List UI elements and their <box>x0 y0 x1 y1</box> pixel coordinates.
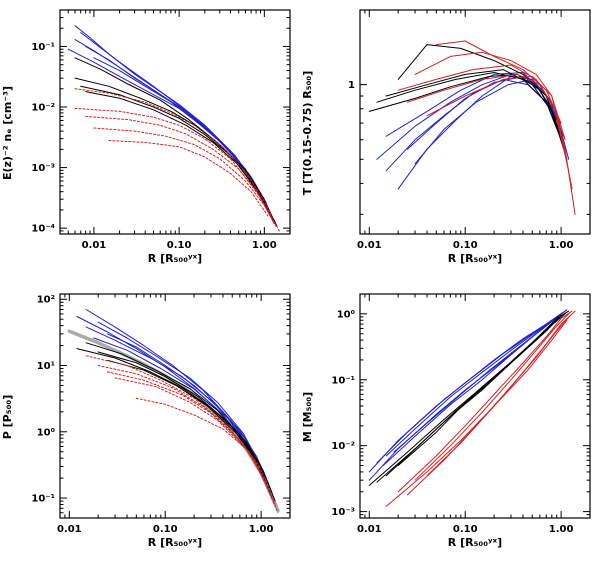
svg-text:10²: 10² <box>37 295 55 306</box>
density-x-axis-label: R [R₅₀₀ʸˣ] <box>147 252 203 265</box>
svg-text:0.10: 0.10 <box>453 240 478 251</box>
svg-text:0.01: 0.01 <box>357 240 382 251</box>
svg-text:0.10: 0.10 <box>167 240 192 251</box>
mass-y-axis-label: M [M₅₀₀] <box>301 391 314 443</box>
temperature-plot: 0.01 0.10 1.00 1 <box>348 9 591 251</box>
svg-text:10⁻³: 10⁻³ <box>31 163 55 174</box>
svg-text:0.01: 0.01 <box>57 524 82 535</box>
temperature-y-axis-label: T [T(0.15-0.75) R₅₀₀] <box>301 70 314 196</box>
svg-text:10⁻²: 10⁻² <box>31 103 55 114</box>
density-y-axis-label: E(z)⁻² nₑ [cm⁻³] <box>1 86 14 181</box>
pressure-plot: 0.01 0.10 1.00 10⁻¹ 10⁰ 10¹ 10² <box>31 293 291 535</box>
density-plot: 0.01 0.10 1.00 10⁻⁴ 10⁻³ 10⁻² 10⁻¹ <box>31 9 291 251</box>
svg-text:0.10: 0.10 <box>153 524 178 535</box>
svg-text:10⁰: 10⁰ <box>37 427 55 438</box>
svg-text:10⁻⁴: 10⁻⁴ <box>31 224 55 235</box>
svg-text:10⁻²: 10⁻² <box>331 441 355 452</box>
svg-text:10⁻¹: 10⁻¹ <box>31 42 55 53</box>
svg-text:1: 1 <box>348 80 355 91</box>
temperature-x-axis-label: R [R₅₀₀ʸˣ] <box>447 252 503 265</box>
svg-text:10¹: 10¹ <box>37 361 55 372</box>
panel-temperature: T [T(0.15-0.75) R₅₀₀] 0.01 0.10 1.00 1 R [R… <box>300 0 600 284</box>
panel-pressure: P [P₅₀₀] 0.01 0.10 1.00 10⁻¹ 10⁰ 10¹ 10² R [R₅… <box>0 284 300 568</box>
svg-text:0.01: 0.01 <box>82 240 107 251</box>
mass-x-axis-label: R [R₅₀₀ʸˣ] <box>447 536 503 549</box>
pressure-y-axis-label: P [P₅₀₀] <box>1 394 14 440</box>
svg-text:1.00: 1.00 <box>252 240 277 251</box>
panel-mass: M [M₅₀₀] 0.01 0.10 1.00 10⁻³ 10⁻² 10⁻¹ 10⁰ R [… <box>300 284 600 568</box>
svg-text:10⁻¹: 10⁻¹ <box>31 494 55 505</box>
mass-plot: 0.01 0.10 1.00 10⁻³ 10⁻² 10⁻¹ 10⁰ <box>331 293 591 535</box>
pressure-x-axis-label: R [R₅₀₀ʸˣ] <box>147 536 203 549</box>
svg-text:10⁰: 10⁰ <box>337 309 355 320</box>
svg-text:1.00: 1.00 <box>249 524 274 535</box>
panel-density: E(z)⁻² nₑ [cm⁻³] 0.01 0.10 1.00 10⁻⁴ 10⁻³ 10⁻… <box>0 0 300 284</box>
svg-text:0.01: 0.01 <box>357 524 382 535</box>
svg-text:1.00: 1.00 <box>549 240 574 251</box>
svg-text:10⁻³: 10⁻³ <box>331 507 355 518</box>
svg-text:10⁻¹: 10⁻¹ <box>331 375 355 386</box>
svg-text:1.00: 1.00 <box>549 524 574 535</box>
svg-text:0.10: 0.10 <box>453 524 478 535</box>
